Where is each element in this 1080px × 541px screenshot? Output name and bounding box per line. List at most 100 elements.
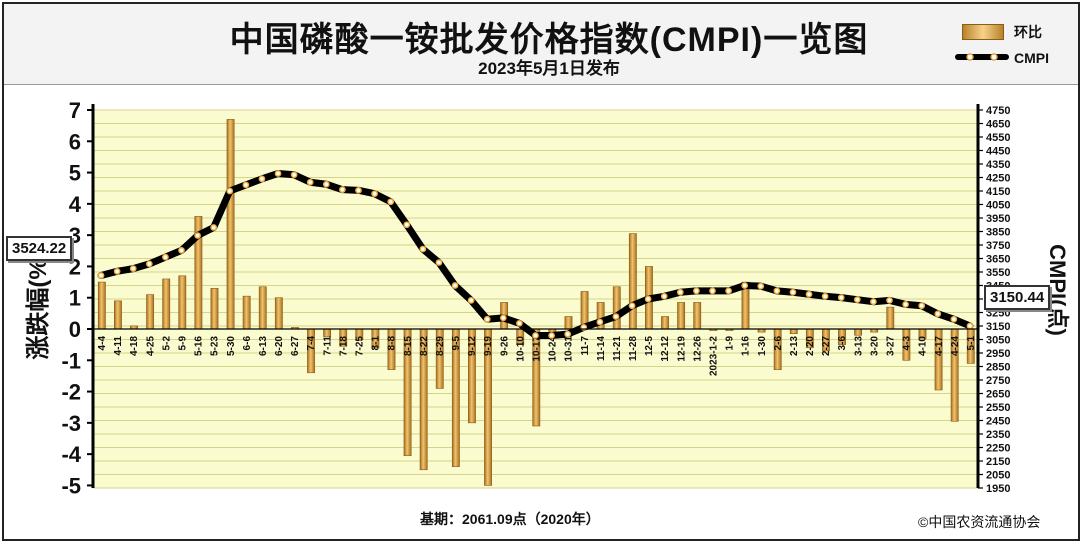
- y-right-tick-label: 3750: [986, 240, 1010, 252]
- x-tick-label: 5-16: [194, 336, 205, 356]
- x-tick-label: 2023-1-2: [709, 336, 720, 376]
- cmpi-point: [548, 332, 555, 339]
- change-bar: [258, 286, 267, 330]
- x-tick-label: 12-12: [660, 336, 671, 362]
- cmpi-point: [676, 288, 684, 296]
- change-bar: [886, 306, 895, 330]
- y-right-tick-label: 3550: [986, 267, 1010, 279]
- y-right-tick-label: 4450: [986, 146, 1010, 158]
- x-tick-label: 8-1: [371, 336, 382, 351]
- x-tick-label: 4-4: [97, 336, 108, 351]
- cmpi-point: [355, 186, 362, 194]
- cmpi-point: [853, 296, 861, 304]
- x-tick-label: 2-27: [821, 336, 832, 356]
- cmpi-point: [596, 318, 604, 326]
- x-tick-label: 8-15: [403, 336, 414, 356]
- cmpi-point: [226, 187, 234, 195]
- y-right-tick-label: 2550: [986, 402, 1010, 414]
- change-bar: [178, 275, 187, 330]
- change-bar: [677, 302, 686, 330]
- change-bar: [210, 288, 219, 330]
- y-right-tick-label: 1950: [986, 483, 1010, 495]
- change-bar: [564, 316, 573, 330]
- cmpi-point: [789, 288, 797, 296]
- cmpi-point: [612, 313, 620, 320]
- x-tick-label: 8-29: [435, 336, 446, 356]
- y-right-tick-label: 4150: [986, 186, 1010, 198]
- change-bar: [693, 302, 702, 330]
- y-right-tick-label: 4050: [986, 200, 1010, 212]
- change-bar: [274, 297, 283, 330]
- cmpi-point: [162, 253, 169, 261]
- cmpi-point: [387, 198, 395, 206]
- y-right-tick-label: 3250: [986, 308, 1010, 320]
- x-tick-label: 7-11: [322, 336, 333, 356]
- x-tick-label: 7-25: [355, 336, 366, 356]
- cmpi-point: [773, 287, 781, 295]
- change-bar: [323, 328, 332, 338]
- y-left-tick-label: 5: [69, 161, 81, 186]
- x-tick-label: 10-17: [532, 336, 543, 362]
- x-tick-label: 6-13: [258, 336, 269, 356]
- y-left-tick-label: 7: [69, 98, 81, 123]
- change-bar: [97, 281, 106, 330]
- cmpi-point: [757, 282, 765, 290]
- x-tick-label: 9-5: [451, 336, 462, 351]
- cmpi-point: [451, 282, 459, 289]
- y-right-tick-label: 3650: [986, 254, 1010, 266]
- cmpi-point: [966, 322, 974, 330]
- x-tick-label: 5-23: [210, 336, 221, 356]
- cmpi-point: [644, 295, 652, 303]
- x-tick-label: 7-4: [306, 336, 317, 351]
- change-bar: [628, 233, 637, 330]
- cmpi-point: [516, 319, 523, 327]
- end-value-callout: 3150.44: [984, 285, 1051, 310]
- cmpi-point: [483, 315, 491, 323]
- x-tick-label: 10-31: [564, 336, 575, 362]
- y-axis-left-title: 涨跌幅(%): [25, 250, 52, 359]
- x-tick-label: 1-9: [725, 336, 736, 351]
- y-right-tick-label: 2450: [986, 416, 1010, 428]
- y-right-tick-label: 2950: [986, 348, 1010, 360]
- x-tick-label: 7-18: [338, 336, 349, 356]
- x-tick-label: 1-30: [757, 336, 768, 356]
- change-bar: [226, 119, 235, 330]
- change-bar: [789, 328, 798, 334]
- change-bar: [612, 286, 621, 330]
- y-right-tick-label: 4350: [986, 159, 1010, 171]
- x-tick-label: 3-20: [869, 336, 880, 356]
- y-right-tick-label: 4550: [986, 132, 1010, 144]
- cmpi-point: [532, 332, 539, 339]
- cmpi-point: [242, 181, 250, 189]
- x-tick-label: 3-13: [853, 336, 864, 356]
- legend-line-swatch: [955, 53, 1009, 61]
- x-tick-label: 11-7: [580, 336, 591, 356]
- cmpi-point: [194, 232, 201, 239]
- x-tick-label: 5-1: [966, 336, 977, 351]
- y-left-tick-label: 6: [69, 129, 81, 154]
- cmpi-point: [322, 180, 330, 188]
- cmpi-point: [290, 171, 298, 179]
- cmpi-point: [145, 260, 153, 268]
- x-tick-label: 4-25: [145, 336, 156, 356]
- cmpi-point: [902, 301, 909, 308]
- x-tick-label: 8-8: [387, 336, 398, 351]
- y-right-tick-label: 2650: [986, 389, 1010, 401]
- copyright-note: ©中国农资流通协会: [918, 514, 1041, 530]
- x-tick-label: 1-16: [741, 336, 752, 356]
- change-bar: [661, 316, 669, 330]
- x-tick-label: 3-6: [837, 336, 848, 351]
- x-tick-label: 12-19: [676, 336, 687, 362]
- y-right-tick-label: 3150: [986, 321, 1010, 333]
- y-right-tick-label: 2850: [986, 362, 1010, 374]
- cmpi-point: [821, 292, 829, 300]
- y-right-tick-label: 4250: [986, 173, 1010, 185]
- y-left-tick-label: -4: [61, 442, 81, 467]
- legend-bar-swatch: [962, 24, 1004, 40]
- x-tick-label: 5-9: [178, 336, 189, 351]
- y-right-tick-label: 2350: [986, 429, 1010, 441]
- x-tick-label: 4-10: [918, 336, 929, 356]
- cmpi-point: [403, 221, 411, 229]
- x-tick-label: 12-26: [692, 336, 703, 362]
